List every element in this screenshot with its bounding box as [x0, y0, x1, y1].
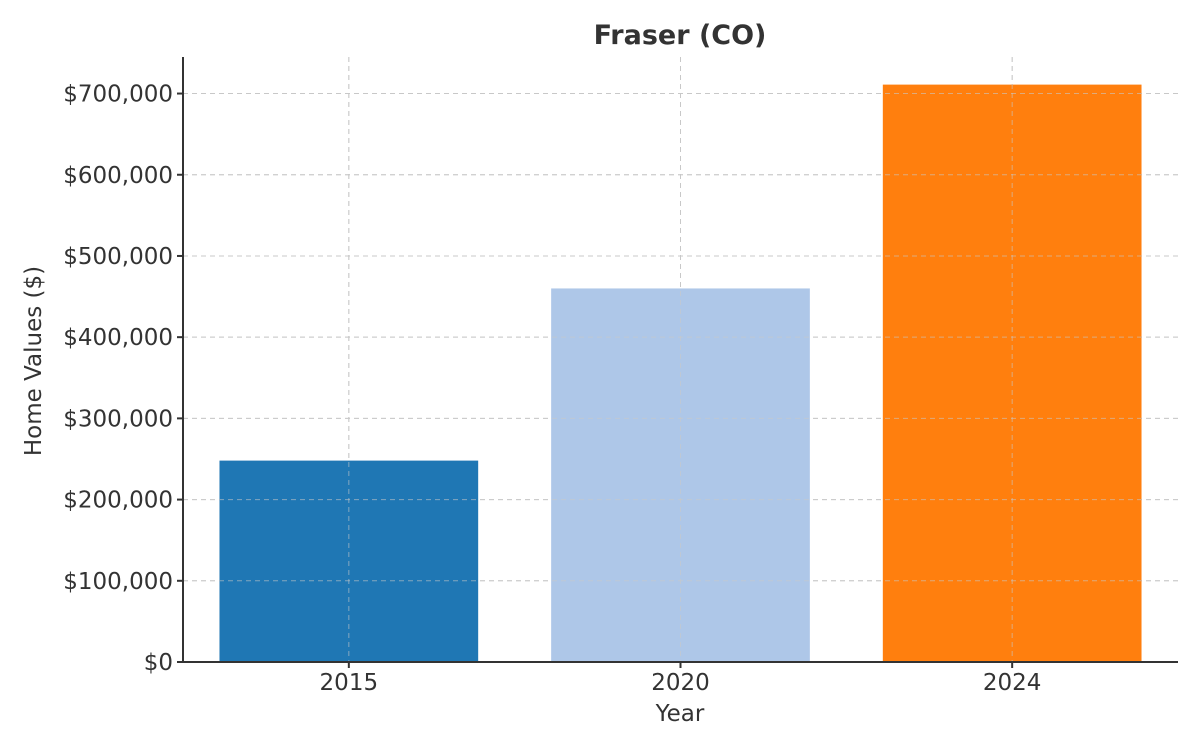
x-tick-label: 2020	[651, 670, 710, 696]
x-tick-label: 2024	[983, 670, 1042, 696]
y-tick-label: $300,000	[63, 406, 173, 432]
x-tick-label: 2015	[320, 670, 379, 696]
bars-layer	[183, 57, 1178, 663]
y-tick-label: $0	[144, 650, 173, 676]
x-tick-labels: 2015 2020 2024	[320, 662, 1042, 696]
y-tick-label: $500,000	[63, 244, 173, 270]
y-axis-label: Home Values ($)	[21, 266, 47, 456]
chart-title: Fraser (CO)	[594, 20, 767, 51]
y-tick-label: $100,000	[63, 569, 173, 595]
x-axis-label: Year	[655, 701, 705, 727]
y-tick-label: $700,000	[63, 82, 173, 108]
y-tick-label: $200,000	[63, 488, 173, 514]
y-tick-labels: $0 $100,000 $200,000 $300,000 $400,000 $500,0…	[63, 82, 183, 676]
y-tick-label: $400,000	[63, 325, 173, 351]
y-tick-label: $600,000	[63, 163, 173, 189]
